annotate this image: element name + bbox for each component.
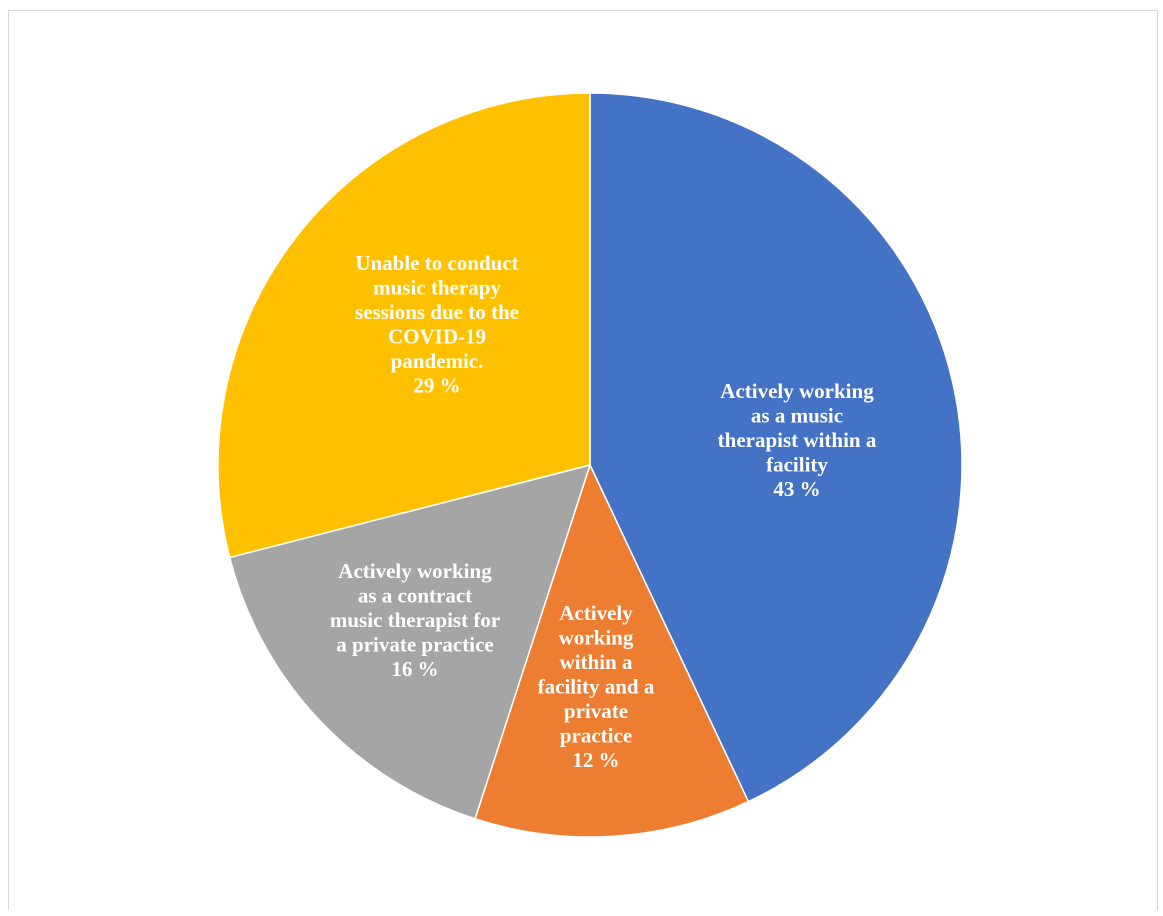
- slice-label-line: music therapist for: [330, 608, 500, 632]
- slice-label-line: as a music: [751, 404, 843, 428]
- pie-slice-2: [474, 462, 750, 838]
- slice-label-line: a private practice: [336, 633, 493, 657]
- pie-slice-4: [217, 92, 591, 559]
- slice-label-4: Unable to conduct music therapy sessions d…: [355, 251, 519, 398]
- slice-label-line: practice: [560, 724, 632, 748]
- slice-label-line: sessions due to the: [355, 300, 519, 324]
- slice-value-label: 12 %: [572, 748, 619, 772]
- slice-label-line: as a contract: [358, 584, 472, 608]
- slice-label-line: facility: [766, 453, 828, 477]
- slice-label-line: Actively working: [338, 559, 492, 583]
- slice-label-3: Actively working as a contract music thera…: [330, 559, 500, 681]
- pie-slice-1: [589, 92, 963, 803]
- slice-label-line: Actively working: [720, 379, 874, 403]
- slice-label-line: within a: [560, 650, 633, 674]
- slice-label-line: facility and a: [538, 675, 655, 699]
- slice-label-line: Unable to conduct: [355, 251, 518, 275]
- slice-label-line: therapist within a: [718, 428, 877, 452]
- slice-label-line: private: [564, 699, 628, 723]
- pie-slice-3: [228, 463, 592, 820]
- slice-label-line: COVID-19: [388, 325, 486, 349]
- slice-value-label: 16 %: [391, 657, 438, 681]
- slice-value-label: 29 %: [413, 374, 460, 398]
- slice-label-2: Actively working within a facility and a pri…: [538, 601, 655, 772]
- slice-label-line: pandemic.: [391, 349, 484, 373]
- slice-label-line: Actively: [559, 601, 633, 625]
- slice-label-line: working: [559, 626, 634, 650]
- slice-value-label: 43 %: [773, 477, 820, 501]
- slice-label-1: Actively working as a music therapist with…: [718, 379, 877, 501]
- slice-label-line: music therapy: [373, 276, 501, 300]
